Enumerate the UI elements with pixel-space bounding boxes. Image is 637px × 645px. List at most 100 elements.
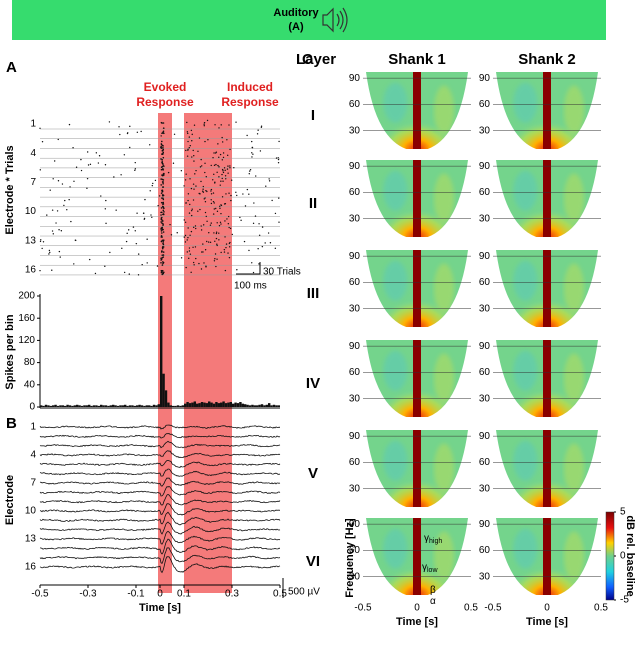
spike — [162, 183, 164, 185]
psth-bar — [188, 403, 192, 407]
band-symbol: β — [430, 585, 436, 596]
spike — [42, 241, 45, 243]
spike — [186, 131, 189, 133]
layer-label: III — [307, 285, 320, 302]
spike — [268, 180, 271, 182]
spike — [176, 232, 178, 234]
spike — [143, 217, 146, 220]
spike — [224, 236, 226, 238]
x-tick-label: 0.5 — [273, 589, 287, 600]
psth-bar — [184, 403, 187, 407]
spike — [227, 165, 229, 167]
spike — [123, 271, 126, 274]
spike — [118, 126, 120, 128]
y-axis-label: Electrode — [4, 475, 16, 525]
spike — [162, 241, 165, 243]
psth-bar — [102, 405, 105, 407]
spike — [39, 269, 41, 272]
spike — [169, 223, 171, 226]
spike — [161, 269, 163, 272]
y-tick-label: 10 — [25, 506, 37, 517]
spike — [220, 180, 222, 182]
spike — [221, 141, 224, 143]
spike — [126, 232, 128, 235]
spike — [137, 274, 140, 276]
spike — [162, 194, 164, 196]
spike — [150, 214, 152, 216]
spike — [261, 226, 264, 228]
spike — [161, 178, 164, 181]
psth-bar — [220, 402, 223, 407]
spike — [269, 273, 272, 275]
band-label: β — [430, 585, 436, 596]
spike — [278, 140, 280, 143]
spike — [161, 168, 164, 171]
spike — [225, 243, 228, 245]
psth-bar — [232, 403, 235, 407]
spike — [162, 203, 164, 205]
spike — [212, 213, 215, 215]
spike — [203, 123, 205, 125]
x-tick-label: 0.3 — [225, 589, 239, 600]
y-tick-label: 16 — [25, 562, 37, 573]
spike — [126, 132, 129, 135]
band-label: γlow — [422, 562, 438, 574]
y-axis-label: Spikes per bin — [4, 314, 16, 389]
spike — [200, 225, 202, 227]
spike — [127, 229, 130, 231]
spike — [219, 153, 222, 156]
y-tick-label: 60 — [479, 545, 491, 556]
spike — [218, 166, 220, 168]
spike — [160, 221, 162, 223]
spike — [216, 243, 218, 245]
spike — [160, 178, 162, 180]
psth-bar — [73, 405, 76, 407]
spike — [200, 229, 203, 231]
psth-bar — [164, 390, 168, 407]
spike — [115, 209, 117, 211]
y-tick-label: 90 — [479, 251, 491, 262]
coi-mask — [363, 250, 407, 327]
x-tick-label: 0.5 — [594, 603, 608, 614]
spike — [73, 263, 75, 265]
spike — [197, 150, 199, 153]
colorbar-tick-label: 0 — [620, 551, 626, 562]
psth-bar — [224, 403, 228, 407]
spike — [199, 208, 201, 211]
psth-bar — [71, 405, 74, 407]
psth-bar — [40, 405, 43, 407]
raster — [39, 119, 280, 276]
spike — [160, 145, 162, 148]
x-tick-label: -0.5 — [354, 603, 372, 614]
spike — [226, 218, 228, 220]
y-tick-label: 13 — [25, 534, 37, 545]
psth-bar — [169, 405, 172, 407]
y-tick-label: 120 — [18, 335, 35, 346]
spike — [134, 169, 136, 172]
psth-bar — [143, 405, 146, 407]
psth-bar — [157, 404, 160, 407]
spike — [228, 226, 230, 229]
spike — [160, 234, 163, 237]
spike — [192, 149, 194, 152]
spike — [158, 195, 161, 197]
spike — [146, 238, 148, 240]
spike — [213, 232, 215, 234]
spike — [219, 221, 222, 224]
spike — [172, 162, 175, 164]
band-symbol: γ — [422, 562, 427, 573]
layer-label: V — [308, 465, 318, 482]
spike — [160, 184, 162, 186]
spike — [218, 239, 220, 241]
psth-bar — [64, 405, 67, 407]
psth-bar — [124, 404, 127, 407]
spike — [203, 125, 205, 127]
spike — [230, 199, 232, 202]
spike — [161, 132, 163, 135]
y-tick-label: 30 — [479, 303, 491, 314]
coi-mask — [557, 518, 601, 595]
coi-mask — [427, 430, 471, 507]
spike — [235, 191, 237, 194]
spec-onset — [413, 160, 421, 237]
spec-onset — [413, 72, 421, 149]
